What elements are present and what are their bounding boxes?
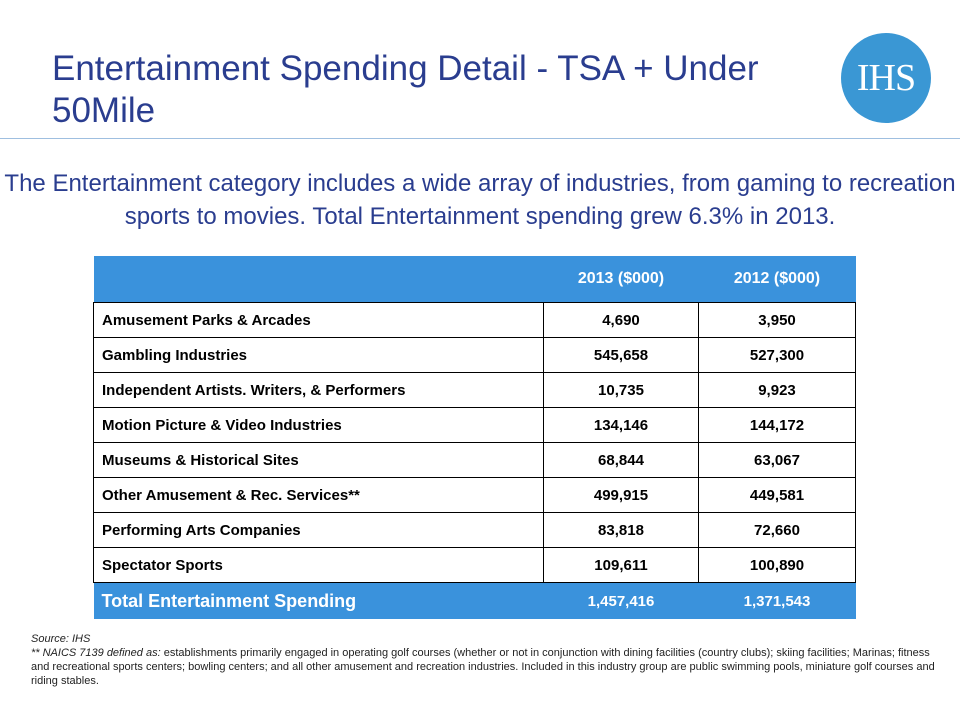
table-row: Other Amusement & Rec. Services** 499,91…: [93, 477, 856, 513]
table-row: Museums & Historical Sites 68,844 63,067: [93, 442, 856, 478]
spending-table: 2013 ($000) 2012 ($000) Amusement Parks …: [93, 256, 856, 619]
source-note: Source: IHS: [31, 633, 91, 645]
row-label: Gambling Industries: [93, 337, 544, 373]
value-2013: 4,690: [543, 302, 699, 338]
total-2013: 1,457,416: [543, 582, 699, 619]
row-label: Performing Arts Companies: [93, 512, 544, 548]
table-row: Amusement Parks & Arcades 4,690 3,950: [93, 302, 856, 338]
value-2012: 527,300: [698, 337, 856, 373]
row-label: Spectator Sports: [93, 547, 544, 583]
table-row: Motion Picture & Video Industries 134,14…: [93, 407, 856, 443]
header-label: [93, 256, 544, 303]
value-2012: 100,890: [698, 547, 856, 583]
title-divider: [0, 138, 960, 139]
header-2013: 2013 ($000): [543, 256, 699, 303]
table-row: Gambling Industries 545,658 527,300: [93, 337, 856, 373]
value-2013: 109,611: [543, 547, 699, 583]
value-2012: 144,172: [698, 407, 856, 443]
naics-note: ** NAICS 7139 defined as: establishments…: [31, 646, 941, 688]
value-2013: 83,818: [543, 512, 699, 548]
table-row: Spectator Sports 109,611 100,890: [93, 547, 856, 583]
table-header-row: 2013 ($000) 2012 ($000): [93, 256, 856, 303]
row-label: Amusement Parks & Arcades: [93, 302, 544, 338]
value-2013: 499,915: [543, 477, 699, 513]
value-2012: 72,660: [698, 512, 856, 548]
total-row: Total Entertainment Spending 1,457,416 1…: [93, 582, 856, 619]
naics-lead: ** NAICS 7139 defined as:: [31, 647, 161, 659]
value-2012: 449,581: [698, 477, 856, 513]
value-2012: 3,950: [698, 302, 856, 338]
intro-text: The Entertainment category includes a wi…: [4, 170, 956, 230]
total-2012: 1,371,543: [698, 582, 856, 619]
ihs-logo: IHS: [841, 33, 931, 123]
value-2013: 10,735: [543, 372, 699, 408]
table-row: Performing Arts Companies 83,818 72,660: [93, 512, 856, 548]
table-row: Independent Artists. Writers, & Performe…: [93, 372, 856, 408]
value-2013: 545,658: [543, 337, 699, 373]
footnote: Source: IHS ** NAICS 7139 defined as: es…: [31, 632, 941, 688]
value-2013: 134,146: [543, 407, 699, 443]
row-label: Museums & Historical Sites: [93, 442, 544, 478]
value-2012: 63,067: [698, 442, 856, 478]
total-label: Total Entertainment Spending: [93, 582, 544, 619]
value-2012: 9,923: [698, 372, 856, 408]
value-2013: 68,844: [543, 442, 699, 478]
naics-definition: establishments primarily engaged in oper…: [31, 647, 935, 687]
row-label: Motion Picture & Video Industries: [93, 407, 544, 443]
slide-title: Entertainment Spending Detail - TSA + Un…: [52, 49, 759, 130]
row-label: Independent Artists. Writers, & Performe…: [93, 372, 544, 408]
header-2012: 2012 ($000): [698, 256, 856, 303]
row-label: Other Amusement & Rec. Services**: [93, 477, 544, 513]
